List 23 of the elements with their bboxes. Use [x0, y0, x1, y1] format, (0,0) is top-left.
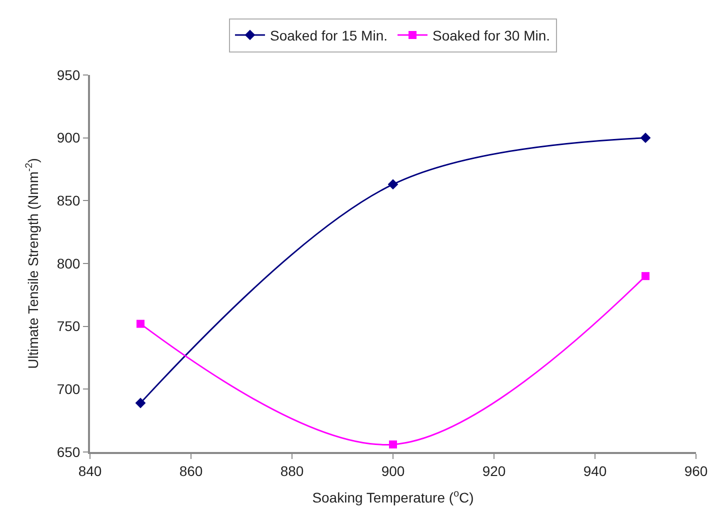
y-tick-label: 750: [56, 318, 80, 334]
x-tick-label: 900: [381, 462, 405, 479]
y-tick-label: 900: [56, 130, 80, 146]
point: [389, 440, 397, 448]
y-tick-label: 850: [56, 192, 80, 209]
point: [640, 132, 651, 144]
x-tick-label: 880: [280, 462, 304, 479]
legend-label: Soaked for 30 Min.: [432, 27, 550, 44]
point: [388, 179, 398, 190]
legend-label: Soaked for 15 Min.: [270, 27, 388, 44]
y-tick-label: 700: [56, 381, 80, 398]
point: [642, 272, 650, 280]
x-tick-label: 840: [78, 462, 102, 479]
y-tick-label: 800: [56, 255, 80, 272]
x-tick-label: 960: [684, 462, 708, 479]
y-tick-label: 650: [56, 444, 80, 460]
x-tick-label: 940: [583, 462, 607, 479]
x-tick-label: 920: [482, 462, 506, 479]
x-tick-label: 860: [179, 462, 203, 479]
point: [136, 320, 144, 328]
y-tick-label: 950: [56, 66, 80, 83]
point: [135, 398, 146, 408]
x-axis-title: Soaking Temperature ($^{o}$C): [312, 488, 474, 506]
